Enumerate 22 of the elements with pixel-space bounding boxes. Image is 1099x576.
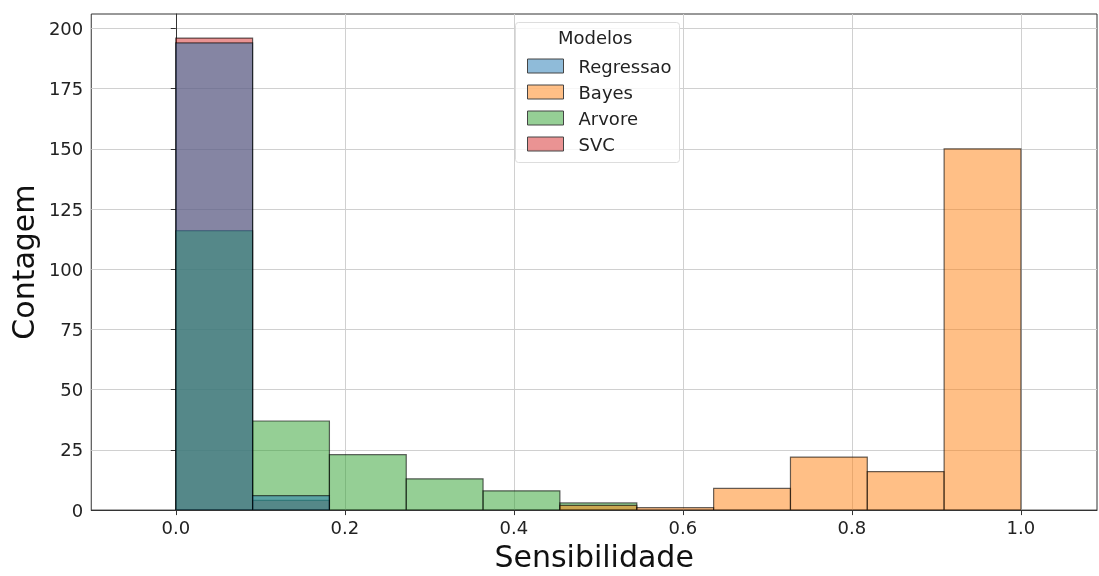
- x-tick-label: 1.0: [1006, 516, 1036, 538]
- y-axis-title: Contagem: [5, 184, 41, 340]
- y-tick-label: 50: [60, 379, 84, 401]
- x-tick-label: 0.4: [499, 516, 529, 538]
- x-tick-label: 0.6: [668, 516, 698, 538]
- y-tick-label: 125: [48, 198, 84, 220]
- y-tick-label: 75: [60, 318, 84, 340]
- y-tick-label: 0: [71, 499, 84, 521]
- y-tick-label: 100: [48, 258, 84, 280]
- x-tick-label: 0.0: [161, 516, 191, 538]
- x-tick-label: 0.2: [330, 516, 360, 538]
- legend-label: SVC: [578, 133, 615, 155]
- x-axis-title: Sensibilidade: [494, 538, 694, 574]
- y-tick-label: 175: [48, 78, 84, 100]
- y-tick-label: 200: [48, 17, 84, 39]
- legend-label: Regressao: [578, 55, 672, 77]
- legend-label: Bayes: [578, 81, 633, 103]
- legend-title: Modelos: [558, 26, 633, 48]
- legend-label: Arvore: [578, 107, 638, 129]
- y-tick-label: 25: [60, 439, 84, 461]
- x-tick-label: 0.8: [837, 516, 867, 538]
- y-tick-label: 150: [48, 138, 84, 160]
